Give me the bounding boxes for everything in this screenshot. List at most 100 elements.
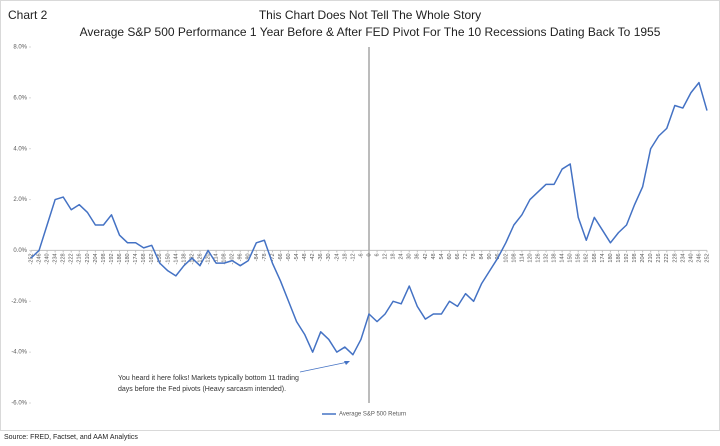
x-tick-label: 138: [552, 253, 558, 262]
chart-subtitle: Average S&P 500 Performance 1 Year Befor…: [80, 25, 661, 39]
x-tick-label: 204: [640, 253, 646, 262]
x-tick-label: -168: [141, 253, 147, 264]
x-tick-label: 198: [632, 253, 638, 262]
x-tick-label: 234: [680, 253, 686, 262]
x-tick-label: 0: [366, 253, 372, 256]
x-tick-label: -186: [117, 253, 123, 264]
y-tick-label: 2.0%: [13, 197, 27, 203]
x-tick-label: 186: [616, 253, 622, 262]
source-note: Source: FRED, Factset, and AAM Analytics: [4, 434, 138, 441]
x-tick-label: 180: [608, 253, 614, 262]
x-tick-label: 90: [487, 253, 493, 259]
x-tick-label: 216: [656, 253, 662, 262]
x-tick-label: 84: [479, 253, 485, 259]
x-tick-label: 54: [439, 253, 445, 259]
y-tick-label: -4.0%: [11, 350, 27, 356]
x-tick-label: 36: [415, 253, 421, 259]
x-tick-label: -192: [109, 253, 115, 264]
x-tick-label: -36: [318, 253, 324, 261]
x-tick-label: -54: [294, 253, 300, 261]
x-tick-label: -246: [37, 253, 43, 264]
x-tick-label: 78: [471, 253, 477, 259]
x-tick-label: -126: [197, 253, 203, 264]
x-tick-label: -162: [149, 253, 155, 264]
x-tick-label: 48: [431, 253, 437, 259]
x-tick-label: 60: [447, 253, 453, 259]
x-tick-label: 222: [664, 253, 670, 262]
x-tick-label: 126: [535, 253, 541, 262]
annotation-arrow: [299, 361, 349, 373]
x-tick-label: -114: [214, 253, 220, 264]
x-tick-label: 228: [672, 253, 678, 262]
annotation-arrowhead: [344, 361, 350, 365]
x-tick-label: 210: [648, 253, 654, 262]
x-tick-label: -120: [206, 253, 212, 264]
x-tick-label: -198: [101, 253, 107, 264]
x-tick-label: 144: [560, 253, 566, 262]
x-tick-label: 42: [423, 253, 429, 259]
x-tick-label: -66: [278, 253, 284, 261]
x-tick-label: -204: [93, 253, 99, 264]
x-tick-label: -84: [254, 253, 260, 261]
x-tick-label: -240: [45, 253, 51, 264]
x-tick-label: -222: [69, 253, 75, 264]
x-tick-label: 132: [544, 253, 550, 262]
y-tick-label: 4.0%: [13, 146, 27, 152]
x-tick-label: 6: [375, 253, 381, 256]
x-tick-label: -216: [77, 253, 83, 264]
x-tick-label: 120: [527, 253, 533, 262]
x-tick-label: 192: [624, 253, 630, 262]
x-tick-label: 168: [592, 253, 598, 262]
x-tick-label: -12: [350, 253, 356, 261]
x-tick-label: -48: [302, 253, 308, 261]
y-tick-label: 8.0%: [13, 45, 27, 51]
x-tick-label: -174: [133, 253, 139, 264]
x-tick-label: -138: [181, 253, 187, 264]
y-tick-label: 0.0%: [13, 248, 27, 254]
x-tick-label: -150: [165, 253, 171, 264]
annotation: days before the Fed pivots (Heavy sarcas…: [118, 386, 286, 393]
x-tick-label: 156: [576, 253, 582, 262]
y-tick-label: 6.0%: [13, 95, 27, 101]
x-tick-label: 66: [455, 253, 461, 259]
x-tick-label: -102: [230, 253, 236, 264]
x-tick-label: 246: [696, 253, 702, 262]
y-tick-label: -6.0%: [11, 401, 27, 407]
x-tick-label: -96: [238, 253, 244, 261]
x-tick-label: -234: [53, 253, 59, 264]
x-tick-label: 12: [383, 253, 389, 259]
chart-label: Chart 2: [8, 8, 48, 22]
chart-title: This Chart Does Not Tell The Whole Story: [259, 8, 481, 22]
x-tick-label: -180: [125, 253, 131, 264]
x-tick-label: -252: [28, 253, 34, 264]
annotation: You heard it here folks! Markets typical…: [118, 375, 299, 382]
x-tick-label: 240: [688, 253, 694, 262]
x-tick-label: -108: [222, 253, 228, 264]
x-tick-label: -30: [326, 253, 332, 261]
x-tick-label: -72: [270, 253, 276, 261]
x-tick-label: -156: [157, 253, 163, 264]
x-tick-label: 102: [503, 253, 509, 262]
x-tick-label: 150: [568, 253, 574, 262]
x-tick-label: -90: [246, 253, 252, 261]
x-tick-label: -60: [286, 253, 292, 261]
x-tick-label: 108: [511, 253, 517, 262]
x-tick-label: 174: [600, 253, 606, 262]
x-tick-label: -78: [262, 253, 268, 261]
chart-frame: [0, 0, 720, 431]
x-tick-label: -42: [310, 253, 316, 261]
x-tick-label: -210: [85, 253, 91, 264]
x-tick-label: 30: [407, 253, 413, 259]
x-tick-label: 114: [519, 253, 525, 262]
legend-label: Average S&P 500 Return: [339, 412, 406, 418]
x-tick-label: -18: [342, 253, 348, 261]
y-tick-label: -2.0%: [11, 299, 27, 305]
x-tick-label: -24: [334, 253, 340, 261]
x-tick-label: -6: [358, 253, 364, 258]
data-line: [30, 81, 708, 356]
x-tick-label: -144: [173, 253, 179, 264]
x-tick-label: 162: [584, 253, 590, 262]
x-tick-label: 24: [399, 253, 405, 259]
x-tick-label: -228: [61, 253, 67, 264]
